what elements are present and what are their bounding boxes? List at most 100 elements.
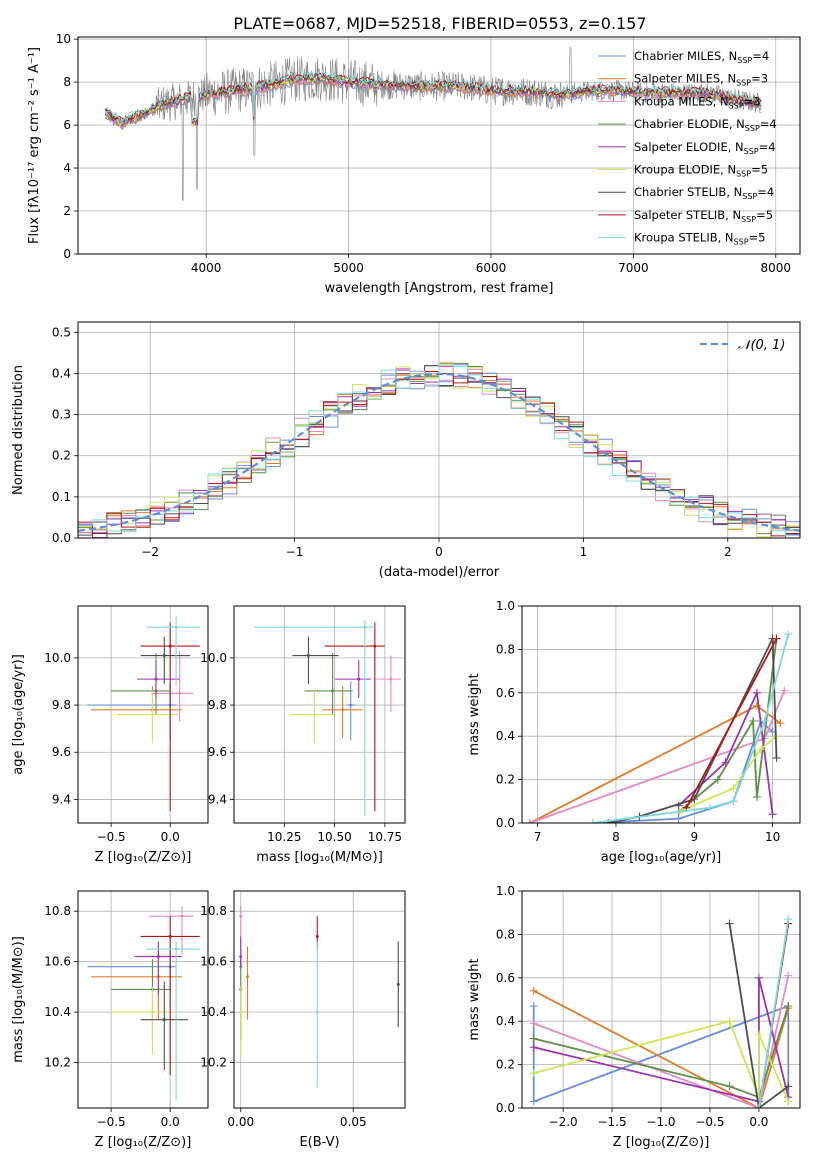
marker-kroupa_elodie (725, 1017, 734, 1026)
series-salpeter_stelib (685, 638, 778, 809)
tick-label-y: 0.8 (496, 927, 515, 941)
legend-label-kroupa_elodie: Kroupa ELODIE, NSSP=5 (634, 163, 768, 179)
tick-label-x: −1.5 (597, 1115, 626, 1129)
model-spectrum-kroupa_stelib (105, 70, 762, 123)
tick-label-y: 10.0 (44, 651, 71, 665)
plot-area (525, 630, 793, 823)
tick-label-y: 10.6 (200, 955, 227, 969)
series-chabrier_elodie (533, 1005, 790, 1099)
legend-model-nssp: 3 (761, 72, 768, 86)
tick-label-x: 10.50 (317, 830, 351, 844)
tick-label-y: 9.4 (208, 792, 227, 806)
legend-label-normal: 𝒩(0, 1) (738, 338, 785, 353)
axes-frame (77, 321, 801, 539)
marker-chabrier_stelib (725, 919, 734, 928)
tick-label-x: −0.5 (695, 1115, 724, 1129)
point-salpeter_stelib (373, 644, 377, 648)
point-kroupa_elodie (150, 1010, 154, 1014)
tick-label-y: 10 (56, 32, 71, 46)
legend-label-chabrier_elodie: Chabrier ELODIE, NSSP=4 (634, 117, 777, 133)
legend-model-name: Kroupa MILES (634, 94, 713, 108)
tick-label-y: 0.3 (52, 408, 71, 422)
tick-label-x: 8000 (761, 261, 792, 275)
y-axis-label: Normed distribution (11, 365, 26, 495)
point-kroupa_stelib (315, 1010, 319, 1014)
marker-salpeter_elodie (529, 1043, 538, 1052)
plot-area (104, 47, 762, 201)
x-axis-label: mass [log₁₀(M/M⊙)] (256, 850, 383, 865)
tick-label-y: 0.0 (496, 816, 515, 830)
tick-label-y: 10.4 (200, 1005, 227, 1019)
marker-kroupa_elodie (756, 745, 765, 754)
panel-spectrum: 4000 5000 6000 7000 8000 0 2 4 6 8 10 wavelength [A… (27, 32, 801, 296)
marker-kroupa_stelib (754, 1104, 763, 1108)
tick-label-y: 10.8 (44, 904, 71, 918)
legend-model-name: Salpeter ELODIE (634, 140, 728, 154)
legend-label-chabrier_stelib: Chabrier STELIB, NSSP=4 (634, 185, 774, 201)
point-chabrier_stelib (162, 1018, 166, 1022)
point-salpeter_stelib (168, 934, 172, 938)
legend-model-name: Salpeter STELIB (634, 208, 725, 222)
marker-kroupa_stelib (760, 717, 769, 726)
tick-label-x: 10 (765, 830, 780, 844)
tick-label-y: 6 (63, 118, 71, 132)
tick-label-y: 0.1 (52, 490, 71, 504)
panel-residuals: −2 −1 0 1 2 0.0 0.1 0.2 0.3 0.4 0.5 (data-model)/er… (11, 321, 801, 580)
tick-label-y: 9.4 (52, 792, 71, 806)
marker-chabrier_elodie (749, 717, 758, 726)
series-kroupa_miles (533, 975, 790, 1108)
marker-kroupa_elodie (784, 1097, 793, 1106)
marker-chabrier_elodie (725, 1082, 734, 1091)
point-chabrier_miles (349, 703, 353, 707)
panel-mass_vs_ebv: 0.00 0.05 10.2 10.4 10.6 10.8 E(B-V) (200, 890, 406, 1150)
tick-label-x: 7000 (618, 261, 649, 275)
tick-label-y: 10.2 (44, 1056, 71, 1070)
tick-label-x: 9 (690, 830, 698, 844)
marker-salpeter_miles (776, 719, 785, 728)
plot-area (529, 915, 793, 1108)
tick-label-y: 8 (63, 75, 71, 89)
plot-area (254, 620, 401, 816)
axes-frame (233, 890, 406, 1109)
legend-model-nssp: 5 (766, 208, 773, 222)
panel-mass_vs_z: −0.5 0.0 10.2 10.4 10.6 10.8 Z [log₁₀(Z/Z⊙)] ma… (11, 890, 209, 1150)
marker-kroupa_elodie (754, 1093, 763, 1102)
legend-label-salpeter_miles: Salpeter MILES, NSSP=3 (634, 72, 768, 88)
tick-label-x: 0.0 (161, 830, 180, 844)
axes-frame (521, 890, 801, 1109)
tick-label-x: 4000 (191, 261, 222, 275)
tick-label-x: 10.75 (368, 830, 402, 844)
legend-model-name: Kroupa STELIB (634, 231, 718, 245)
plot-area (87, 615, 200, 812)
tick-label-y: 0.4 (496, 1014, 515, 1028)
x-axis-label: (data-model)/error (379, 565, 500, 580)
legend-model-name: Chabrier MILES (634, 49, 721, 63)
marker-chabrier_stelib (772, 753, 781, 762)
series-kroupa_elodie (682, 735, 778, 811)
legend-model-nssp: 4 (768, 140, 775, 154)
point-salpeter_elodie (357, 677, 361, 681)
point-kroupa_stelib (363, 625, 367, 629)
marker-kroupa_stelib (588, 819, 597, 823)
marker-kroupa_elodie (754, 1030, 763, 1039)
x-axis-label: Z [log₁₀(Z/Z⊙)] (95, 1135, 192, 1150)
panel-age_vs_z: −0.5 0.0 9.4 9.6 9.8 10.0 Z [log₁₀(Z/Z⊙)] age [… (11, 605, 209, 865)
plot-area (87, 906, 200, 1101)
tick-label-y: 10.8 (200, 904, 227, 918)
panel-age_vs_mass: 10.25 10.50 10.75 9.4 9.6 9.8 10.0 mass [log₁₀(… (200, 605, 406, 865)
tick-label-y: 1.0 (496, 599, 515, 613)
legend-model-nssp: 4 (769, 117, 776, 131)
plot-area (78, 361, 800, 538)
axes-frame (233, 605, 406, 824)
point-kroupa_miles (389, 677, 393, 681)
tick-label-x: −2 (141, 545, 159, 559)
tick-label-y: 10.2 (200, 1056, 227, 1070)
marker-chabrier_elodie (784, 1002, 793, 1011)
point-salpeter_elodie (156, 955, 160, 959)
series-chabrier_stelib (728, 923, 789, 1108)
point-salpeter_stelib (315, 934, 319, 938)
marker-salpeter_elodie (768, 810, 777, 819)
marker-salpeter_elodie (752, 688, 761, 697)
x-axis-label: age [log₁₀(age/yr)] (601, 850, 722, 865)
marker-salpeter_elodie (754, 973, 763, 982)
